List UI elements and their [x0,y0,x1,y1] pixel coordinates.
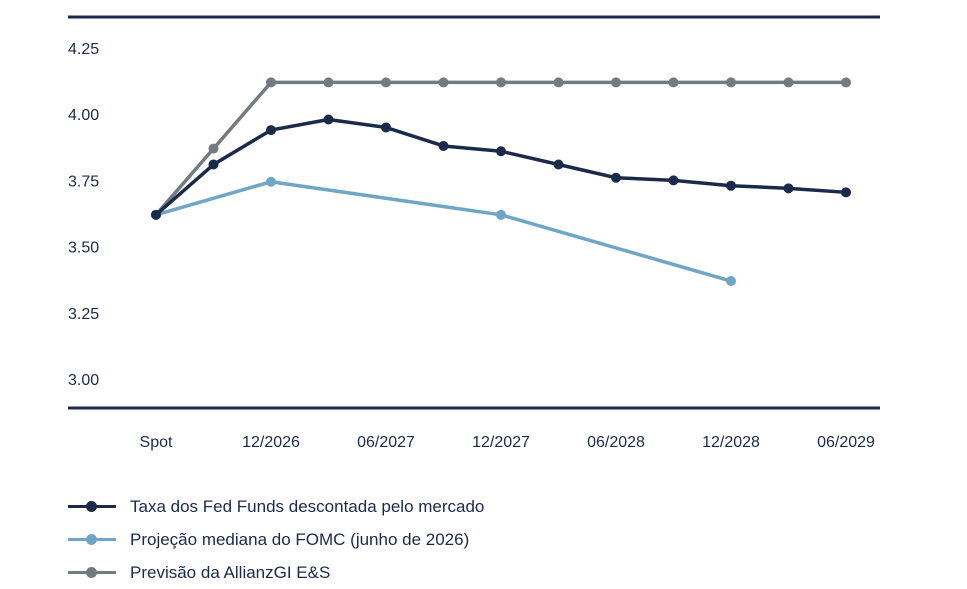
series-market-point [553,159,564,170]
x-tick-label: Spot [140,434,173,451]
legend-label-fomc: Projeção mediana do FOMC (junho de 2026) [130,529,470,549]
y-tick-label: 4.00 [68,107,99,124]
y-tick-label: 3.25 [68,306,99,323]
y-tick-label: 4.25 [68,41,99,58]
x-tick-label: 06/2029 [817,434,875,451]
series-market-point [208,159,219,170]
series-market-point [726,180,736,191]
series-allianzgi-point [553,77,564,88]
x-tick-label: 12/2028 [702,434,760,451]
series-allianzgi-point [726,77,736,88]
series-market-point [381,122,391,133]
series-market [151,114,851,220]
series-fomc-line [155,179,732,283]
series-market-point [783,183,794,194]
series-allianzgi-point [438,77,449,88]
legend-label-market: Taxa dos Fed Funds descontada pelo merca… [130,496,485,516]
x-tick-label: 12/2026 [242,434,300,451]
line-chart: 4.25 4.00 3.75 3.50 3.25 3.00 Spot 12/2026 06/2… [68,15,880,451]
series-fomc-point [726,276,736,287]
series-market-point [266,125,276,136]
series-layer [151,77,851,287]
legend-label-allianzgi: Previsão da AllianzGI E&S [130,562,331,582]
series-market-point [438,140,449,151]
series-allianzgi-point [841,77,851,88]
legend-swatch-fomc [68,534,116,545]
series-fomc [151,176,736,287]
x-tick-label: 12/2027 [472,434,530,451]
series-fomc-point [266,176,276,187]
legend-swatch-market [68,501,116,512]
series-allianzgi-point [381,77,391,88]
y-axis-ticks: 4.25 4.00 3.75 3.50 3.25 3.00 [68,41,99,389]
series-allianzgi-point [668,77,679,88]
legend-item-allianzgi: Previsão da AllianzGI E&S [68,556,484,589]
series-allianzgi-point [496,77,506,88]
series-market-point [323,114,334,125]
x-axis-ticks: Spot 12/2026 06/2027 12/2027 06/2028 12/2028 0… [140,434,875,451]
y-tick-label: 3.50 [68,240,99,257]
legend-swatch-allianzgi [68,567,116,578]
legend-item-fomc: Projeção mediana do FOMC (junho de 2026) [68,523,484,556]
series-market-point [841,187,851,198]
series-market-point [496,146,506,157]
series-allianzgi-point [783,77,794,88]
series-market-point [151,209,161,220]
series-allianzgi-point [323,77,334,88]
series-fomc-point [496,209,506,220]
series-allianzgi-point [208,143,219,154]
series-market-point [668,175,679,186]
legend-item-market: Taxa dos Fed Funds descontada pelo merca… [68,490,484,523]
series-market-point [611,172,621,183]
series-market-line [154,117,847,217]
series-allianzgi-point [266,77,276,88]
x-tick-label: 06/2027 [357,434,415,451]
series-allianzgi-point [611,77,621,88]
x-tick-label: 06/2028 [587,434,645,451]
y-tick-label: 3.75 [68,173,99,190]
legend: Taxa dos Fed Funds descontada pelo merca… [68,490,484,589]
y-tick-label: 3.00 [68,372,99,389]
